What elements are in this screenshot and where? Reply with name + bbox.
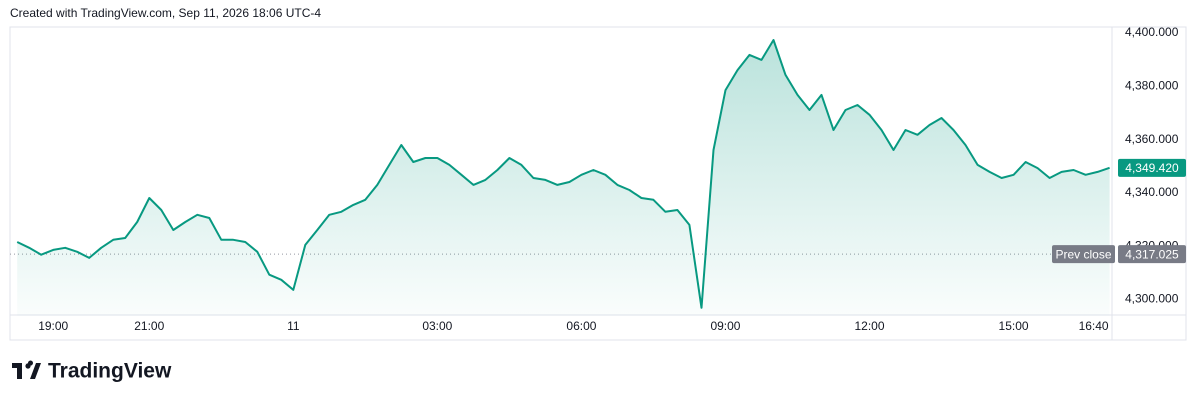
last-price-box [1118, 158, 1186, 177]
x-tick-label: 11 [287, 319, 300, 333]
x-tick-label: 09:00 [710, 319, 740, 333]
logo [12, 360, 41, 379]
brand: TradingView [48, 360, 172, 383]
chart-frame [9, 26, 1187, 341]
prev-close-name-box [1052, 245, 1115, 264]
x-tick-label: 12:00 [854, 319, 884, 333]
price-line [16, 39, 1110, 309]
y-tick-label: 4,360.000 [1125, 132, 1179, 146]
prev-close-value-box [1118, 245, 1186, 264]
y-tick-label: 4,380.000 [1125, 78, 1179, 92]
prev-close-value: 4,317.025 [1125, 247, 1179, 261]
x-tick-label: 15:00 [999, 319, 1029, 333]
x-tick-label: 19:00 [38, 319, 68, 333]
x-tick-label: 03:00 [422, 319, 452, 333]
x-tick-label: 16:40 [1079, 319, 1109, 333]
x-tick-label: 06:00 [566, 319, 596, 333]
x-tick-label: 21:00 [134, 319, 164, 333]
y-tick-label: 4,340.000 [1125, 185, 1179, 199]
y-tick-label: 4,400.000 [1125, 25, 1179, 39]
caption: Created with TradingView.com, Sep 11, 20… [10, 6, 321, 20]
y-tick-label: 4,300.000 [1125, 292, 1179, 306]
area-fill [17, 40, 1110, 316]
last-price-label: 4,349.420 [1125, 161, 1179, 175]
prev-close-name: Prev close [1055, 247, 1111, 261]
